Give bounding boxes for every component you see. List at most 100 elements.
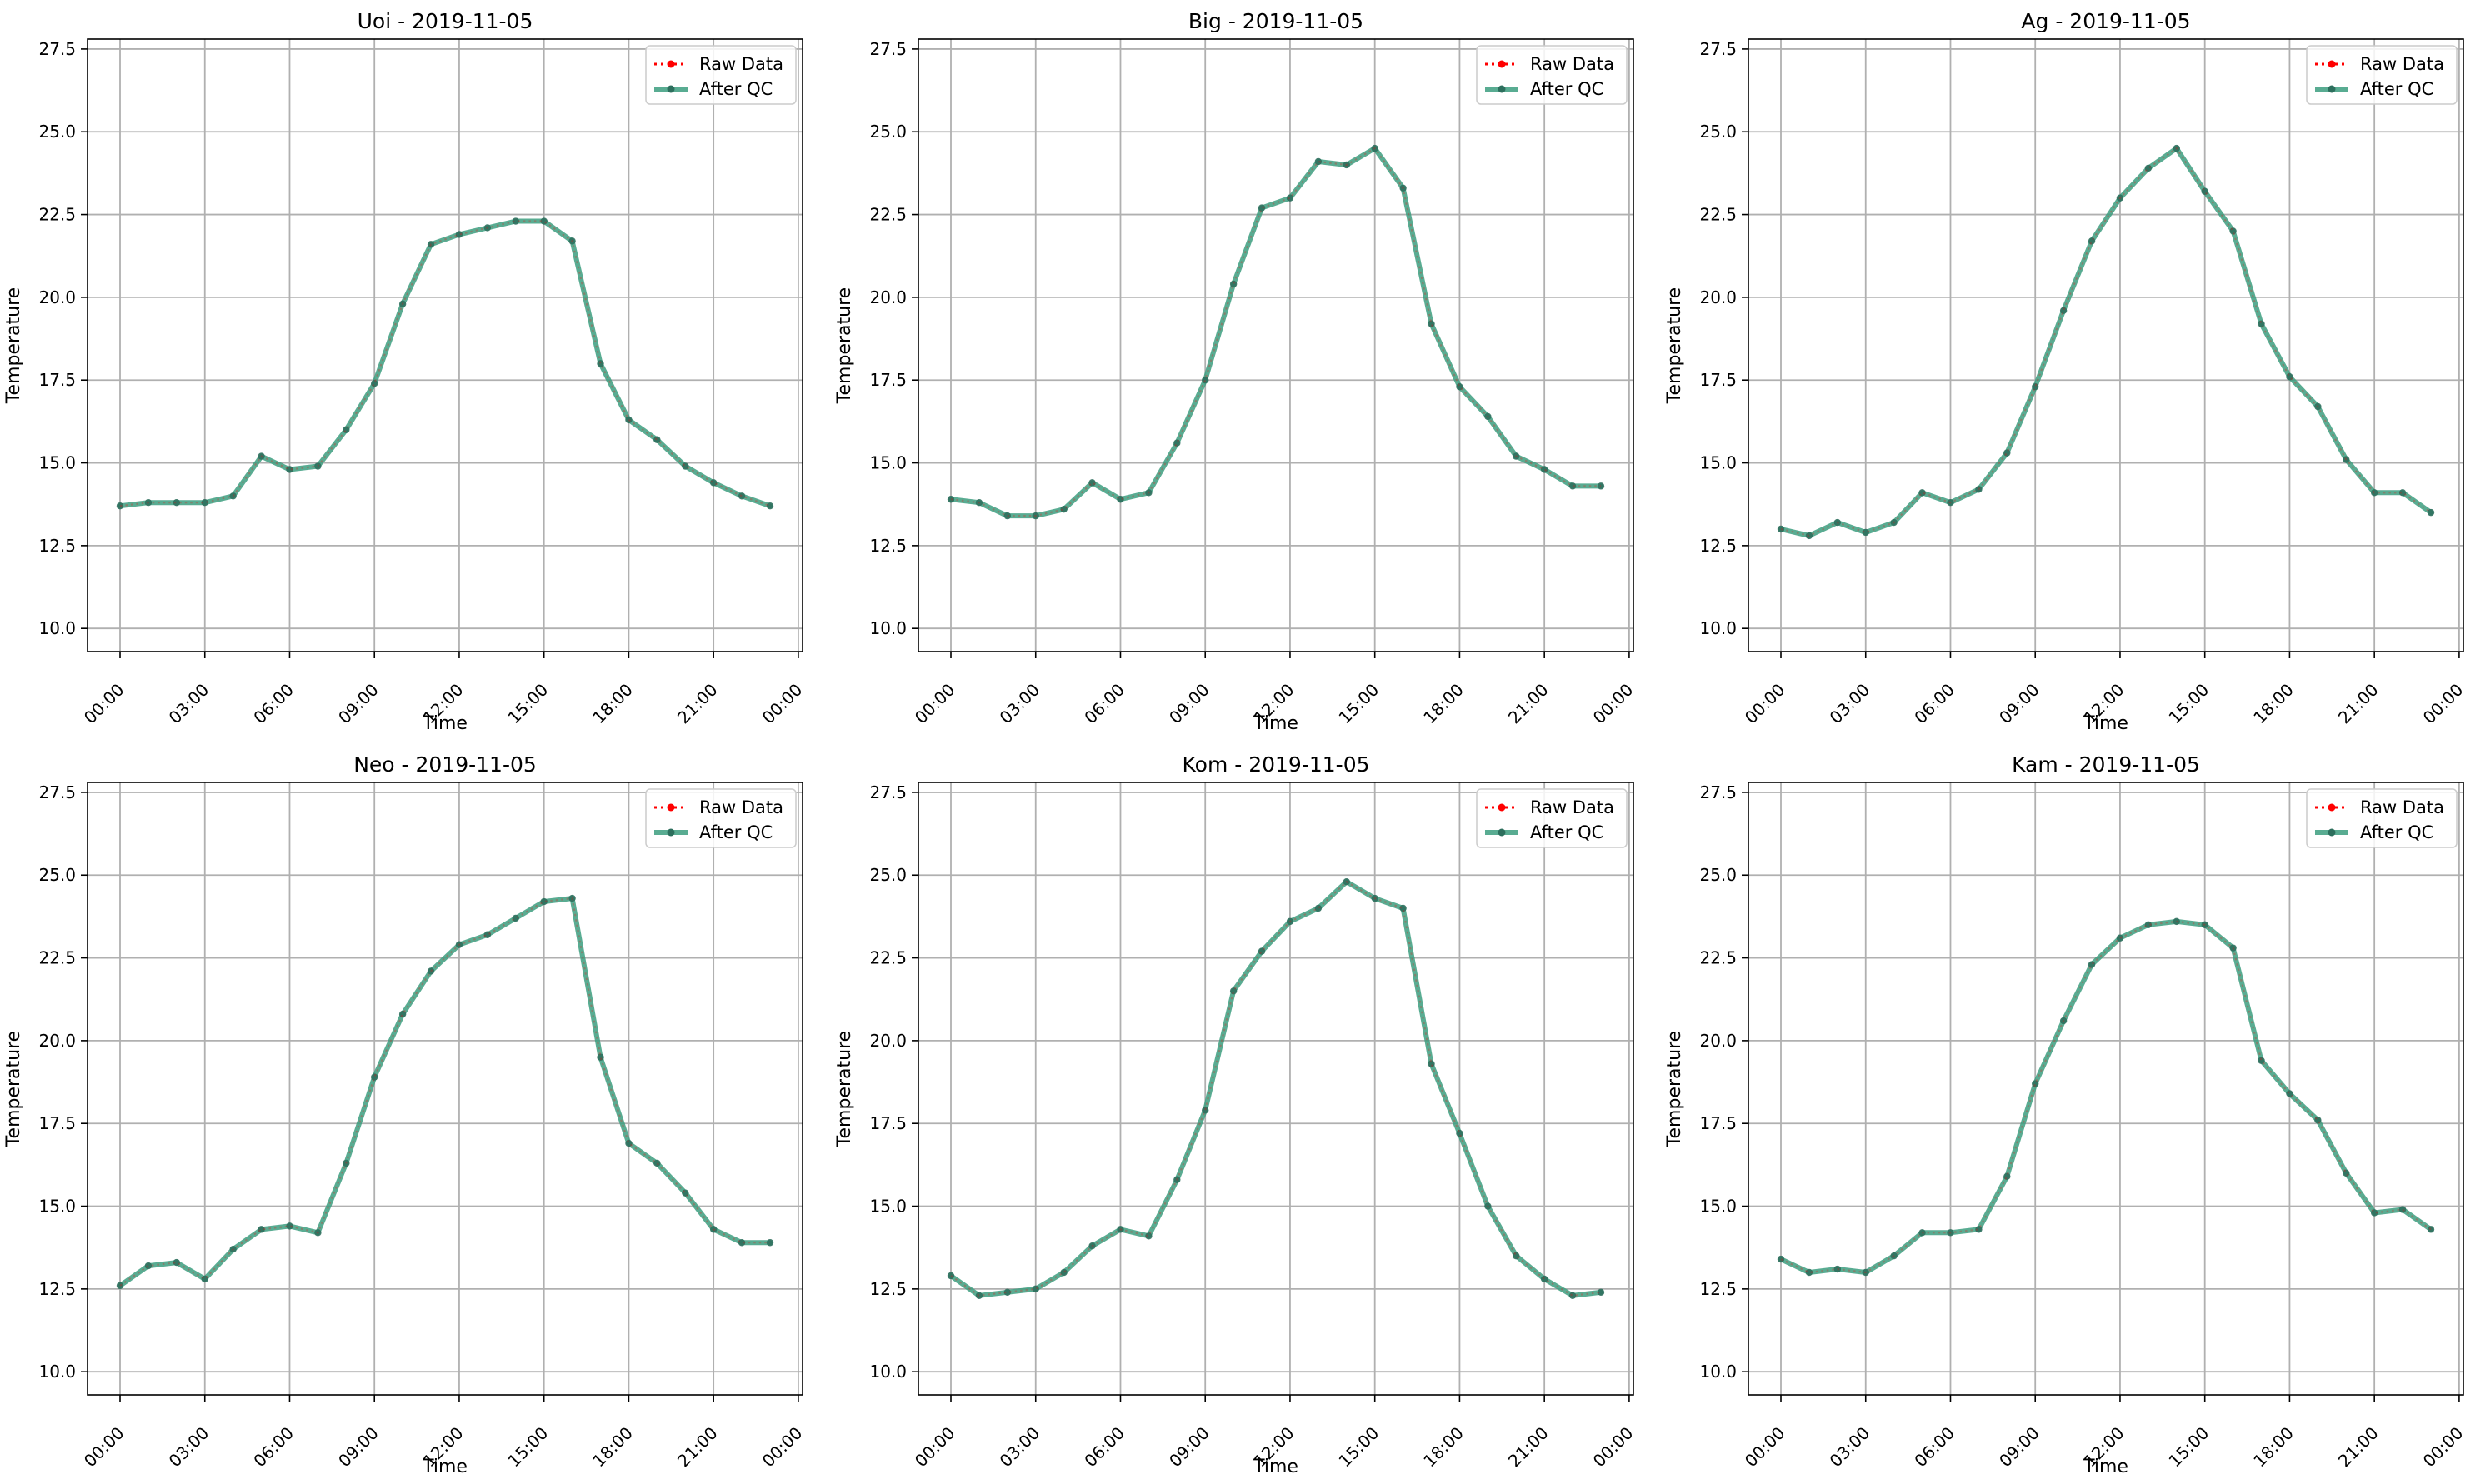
after-qc-point — [975, 499, 983, 507]
series-after-qc-line — [948, 146, 1603, 519]
after-qc-point — [1456, 1129, 1463, 1137]
after-qc-point — [1428, 320, 1435, 327]
series-after-qc-line — [118, 218, 773, 509]
after-qc-point — [343, 426, 350, 434]
y-tick-label: 15.0 — [869, 453, 907, 473]
after-qc-point — [1833, 1265, 1842, 1273]
y-tick-label: 17.5 — [1699, 1113, 1737, 1133]
x-tick-label: 03:00 — [1826, 1423, 1874, 1472]
x-tick-label: 21:00 — [2334, 1423, 2383, 1472]
legend-raw-marker — [667, 60, 675, 68]
x-axis-label: Time — [422, 713, 468, 734]
after-qc-point — [1145, 489, 1153, 497]
x-tick-label: 15:00 — [2165, 680, 2213, 728]
x-tick-label: 00:00 — [1589, 1423, 1638, 1472]
after-qc-point — [1229, 280, 1238, 288]
y-tick-label: 27.5 — [1699, 782, 1737, 802]
after-qc-point — [512, 217, 519, 225]
after-qc-point — [2088, 961, 2096, 968]
y-axis-label: Temperature — [3, 1031, 24, 1147]
y-tick-label: 20.0 — [869, 1031, 907, 1051]
after-qc-point — [2258, 1057, 2265, 1064]
x-tick-label: 03:00 — [165, 1423, 213, 1472]
legend-qc-marker — [2328, 85, 2336, 93]
chart-title: Kam - 2019-11-05 — [2012, 752, 2200, 777]
legend-raw-marker — [667, 803, 675, 812]
after-qc-point — [2229, 944, 2237, 952]
after-qc-point — [1918, 489, 1926, 497]
x-tick-label: 09:00 — [334, 1423, 383, 1472]
x-tick-label: 09:00 — [1165, 680, 1213, 728]
after-qc-point — [1117, 1226, 1124, 1233]
x-tick-label: 06:00 — [1910, 680, 1958, 728]
x-tick-label: 00:00 — [1589, 680, 1638, 728]
y-tick-label: 27.5 — [38, 39, 76, 59]
x-tick-label: 18:00 — [2249, 1423, 2298, 1472]
after-qc-point — [1258, 204, 1266, 212]
x-tick-label: 18:00 — [588, 680, 637, 728]
after-qc-point — [144, 1262, 153, 1270]
y-tick-label: 15.0 — [869, 1197, 907, 1217]
after-qc-point — [1032, 512, 1039, 520]
y-tick-label: 27.5 — [869, 782, 907, 802]
after-qc-point — [653, 436, 661, 443]
after-qc-point — [2116, 194, 2124, 202]
x-tick-label: 15:00 — [1335, 1423, 1383, 1472]
after-qc-point — [1286, 194, 1294, 202]
x-tick-label: 09:00 — [334, 680, 383, 728]
x-tick-label: 06:00 — [249, 680, 298, 728]
y-tick-label: 22.5 — [1699, 948, 1737, 968]
y-tick-label: 12.5 — [869, 1279, 907, 1299]
series-raw-data-line — [119, 897, 770, 1287]
after-qc-point — [1202, 1107, 1209, 1114]
after-qc-point — [1597, 482, 1605, 490]
y-axis-label: Temperature — [3, 287, 24, 404]
y-tick-label: 12.5 — [1699, 1279, 1737, 1299]
x-tick-label: 21:00 — [2334, 680, 2383, 728]
y-tick-label: 10.0 — [38, 1362, 76, 1382]
after-qc-point — [947, 1272, 955, 1280]
after-qc-point — [371, 379, 378, 387]
after-qc-point — [1202, 377, 1209, 384]
x-tick-label: 09:00 — [1165, 1423, 1213, 1472]
after-qc-point — [1456, 382, 1463, 391]
after-qc-point — [2427, 1226, 2435, 1233]
after-qc-point — [2116, 934, 2124, 942]
after-qc-point — [201, 1275, 208, 1283]
after-qc-point — [1286, 917, 1294, 926]
after-qc-point — [947, 496, 955, 503]
after-qc-point — [1947, 499, 1954, 507]
series-raw-data-line — [1780, 920, 2432, 1274]
x-tick-label: 00:00 — [80, 1423, 128, 1472]
legend: Raw Data After QC — [1476, 788, 1628, 848]
after-qc-point — [1540, 1275, 1548, 1283]
legend-raw-marker — [1498, 803, 1506, 812]
after-qc-point — [1975, 486, 1983, 493]
after-qc-point — [1371, 144, 1378, 152]
x-tick-label: 03:00 — [996, 680, 1044, 728]
y-tick-label: 17.5 — [38, 370, 76, 390]
after-qc-point — [1597, 1288, 1605, 1297]
x-tick-label: 03:00 — [1826, 680, 1874, 728]
x-tick-label: 00:00 — [2419, 680, 2468, 728]
x-axis-label: Time — [2083, 1457, 2128, 1477]
x-tick-label: 06:00 — [1910, 1423, 1958, 1472]
after-qc-point — [1229, 987, 1238, 995]
x-tick-label: 06:00 — [1080, 1423, 1128, 1472]
after-qc-point — [398, 1010, 407, 1018]
after-qc-point — [258, 452, 265, 460]
after-qc-point — [314, 1229, 322, 1237]
axes-frame — [87, 38, 803, 652]
after-qc-point — [2201, 187, 2208, 195]
legend-qc-marker — [667, 85, 675, 93]
y-tick-label: 15.0 — [38, 453, 76, 473]
after-qc-point — [568, 894, 576, 902]
y-tick-label: 20.0 — [38, 1031, 76, 1051]
grid — [1748, 39, 2463, 652]
after-qc-point — [1088, 1242, 1096, 1250]
x-axis-label: Time — [422, 1457, 468, 1477]
x-tick-label: 03:00 — [165, 680, 213, 728]
y-tick-label: 22.5 — [869, 205, 907, 225]
after-qc-point — [625, 1139, 633, 1147]
